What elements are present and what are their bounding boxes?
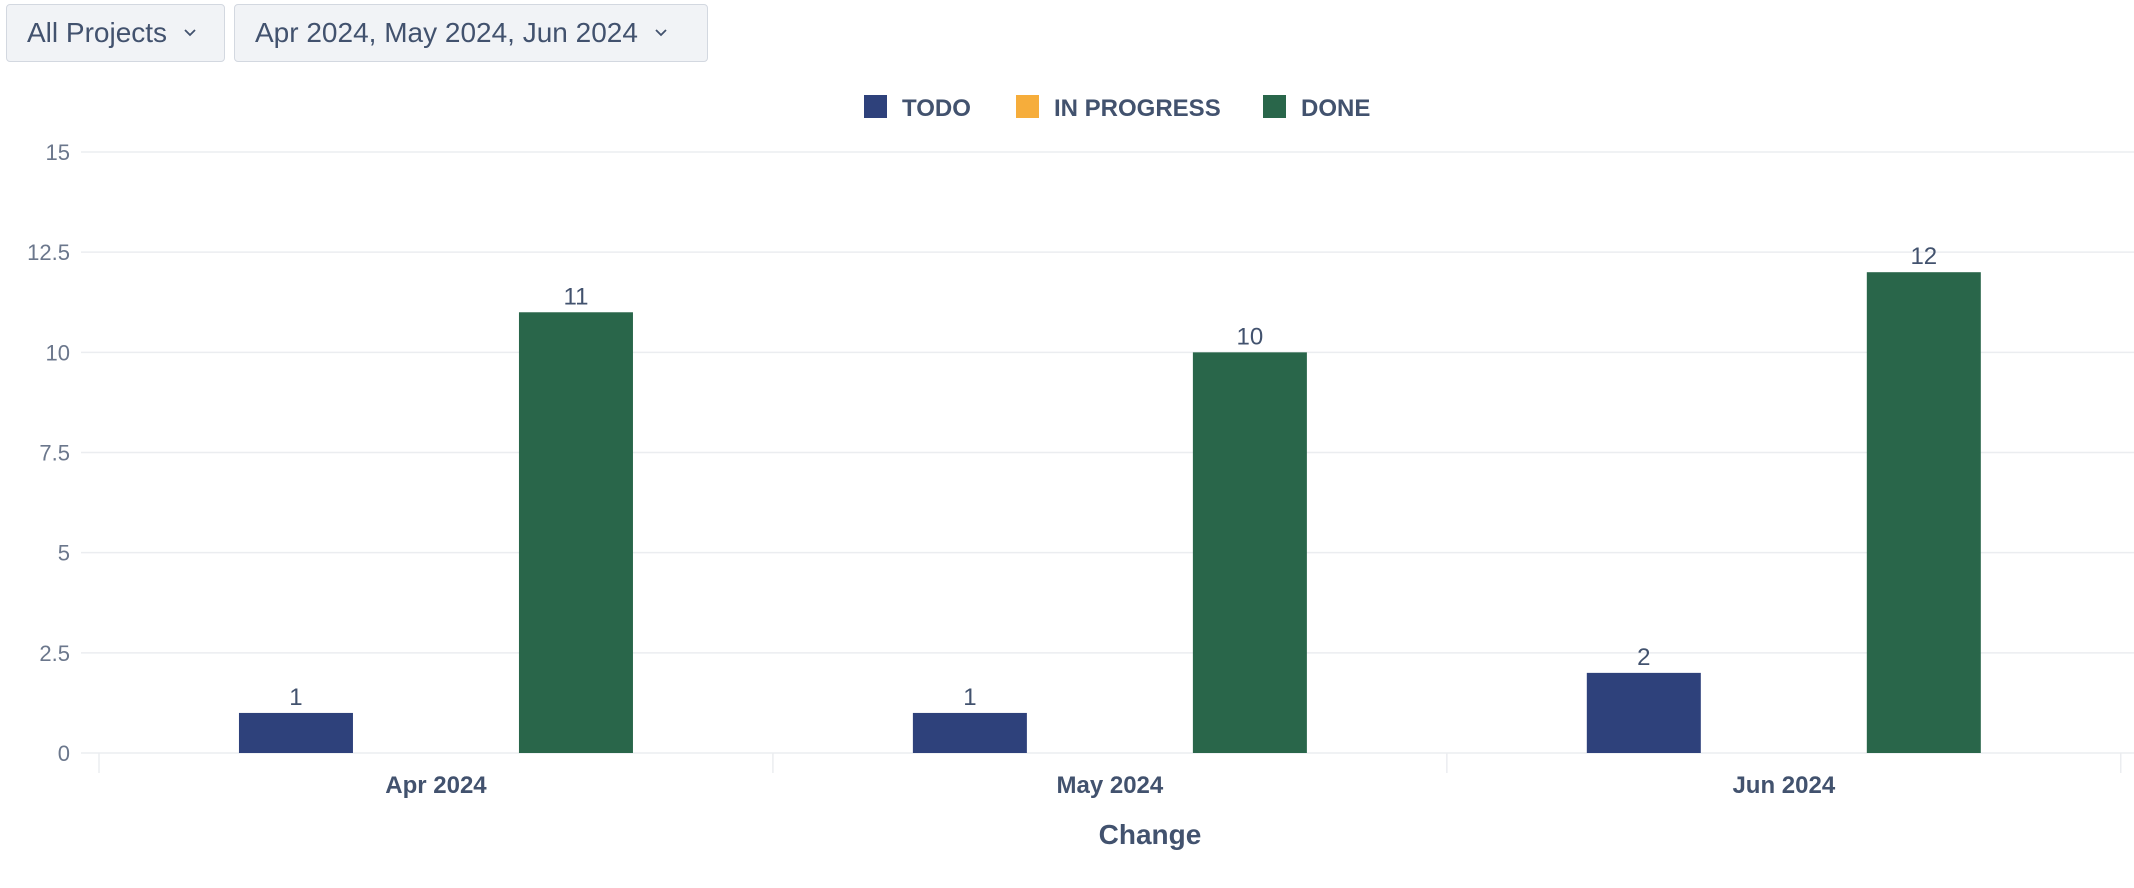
bar-value-label: 11 <box>564 283 589 310</box>
x-axis: Apr 2024 May 2024 Jun 2024 <box>98 753 2122 799</box>
legend-item-in-progress[interactable]: IN PROGRESS <box>1016 95 1221 122</box>
y-tick-label: 7.5 <box>39 441 70 466</box>
y-tick-label: 2.5 <box>39 641 70 666</box>
bar-done[interactable] <box>1866 272 1981 753</box>
legend-swatch <box>864 95 887 118</box>
project-filter-label: All Projects <box>27 17 168 48</box>
y-tick-label: 10 <box>46 340 70 365</box>
period-filter-dropdown[interactable]: Apr 2024, May 2024, Jun 2024 <box>234 4 708 62</box>
y-tick-label: 5 <box>58 541 70 566</box>
legend-label: TODO <box>902 95 971 122</box>
y-axis: 0 2.5 5 7.5 10 12.5 15 <box>27 140 70 766</box>
legend: TODO IN PROGRESS DONE <box>864 95 1370 122</box>
y-tick-label: 12.5 <box>27 240 70 265</box>
period-filter-label: Apr 2024, May 2024, Jun 2024 <box>255 17 638 48</box>
bar-value-label: 2 <box>1637 644 1650 671</box>
filter-bar: All Projects Apr 2024, May 2024, Jun 202… <box>6 4 708 62</box>
y-tick-label: 15 <box>46 140 70 165</box>
x-category-label: Jun 2024 <box>1732 772 1835 799</box>
bar-done[interactable] <box>1192 352 1307 753</box>
bar-value-label: 12 <box>1910 243 1937 270</box>
bars <box>238 272 1981 753</box>
bar-todo[interactable] <box>238 712 353 753</box>
legend-item-done[interactable]: DONE <box>1263 95 1370 122</box>
bar-value-label: 10 <box>1237 323 1264 350</box>
project-filter-dropdown[interactable]: All Projects <box>6 4 225 62</box>
legend-swatch <box>1263 95 1286 118</box>
legend-item-todo[interactable]: TODO <box>864 95 971 122</box>
bar-todo[interactable] <box>912 712 1027 753</box>
x-axis-title: Change <box>1099 819 1202 850</box>
grid-lines <box>81 151 2134 754</box>
chevron-down-icon <box>184 29 196 37</box>
x-category-label: Apr 2024 <box>385 772 487 799</box>
bar-todo[interactable] <box>1586 672 1701 753</box>
legend-label: DONE <box>1301 95 1370 122</box>
bar-done[interactable] <box>518 312 633 753</box>
y-tick-label: 0 <box>58 741 70 766</box>
legend-swatch <box>1016 95 1039 118</box>
bar-value-label: 1 <box>963 684 976 711</box>
bar-value-label: 1 <box>289 684 302 711</box>
x-category-label: May 2024 <box>1057 772 1164 799</box>
legend-label: IN PROGRESS <box>1054 95 1221 122</box>
chevron-down-icon <box>655 29 667 37</box>
